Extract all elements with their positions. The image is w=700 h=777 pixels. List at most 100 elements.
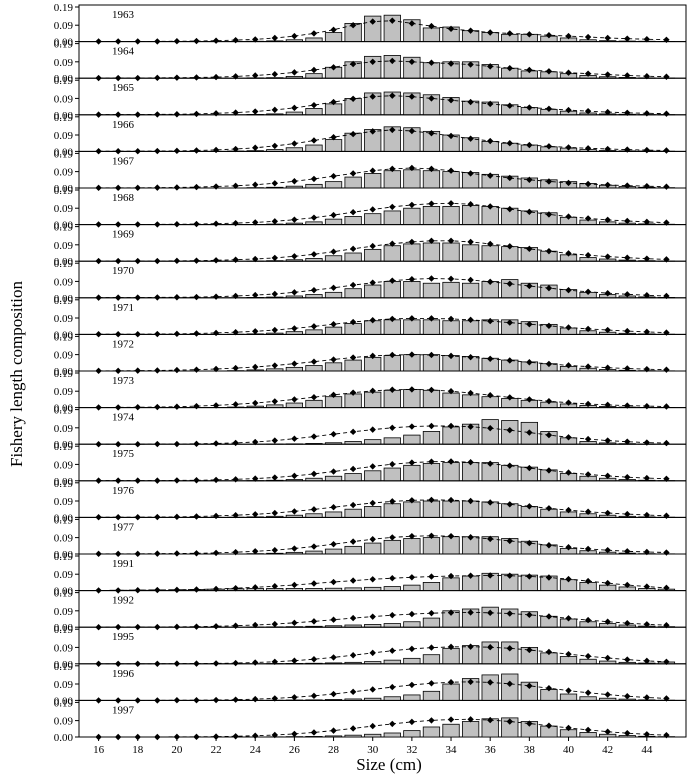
predicted-point [526, 429, 533, 436]
predicted-point [349, 538, 357, 545]
predicted-point [389, 240, 396, 247]
y-tick-label: 0.09 [54, 679, 74, 691]
bar [364, 248, 382, 262]
predicted-point [252, 255, 259, 263]
bar [383, 503, 401, 518]
predicted-point [369, 576, 376, 583]
predicted-point [232, 36, 239, 44]
predicted-point [467, 316, 474, 324]
predicted-point [408, 58, 416, 66]
predicted-point [349, 245, 357, 253]
bar [422, 582, 441, 592]
bar [442, 205, 460, 226]
predicted-point [271, 620, 279, 628]
y-tick-label: 0.00 [54, 183, 74, 195]
predicted-line [98, 718, 667, 738]
predicted-point [271, 254, 279, 262]
predicted-point [271, 218, 279, 225]
predicted-point [271, 437, 279, 444]
predicted-point [212, 257, 220, 264]
predicted-point [584, 689, 592, 696]
panel-frame [78, 114, 687, 152]
bar [364, 284, 382, 299]
predicted-point [291, 581, 298, 589]
y-tick-label: 0.19 [54, 624, 74, 636]
predicted-point [428, 496, 435, 504]
predicted-point [526, 104, 533, 111]
predicted-point [545, 574, 553, 581]
predicted-point [114, 733, 122, 741]
predicted-point [330, 504, 337, 511]
predicted-point [193, 74, 200, 81]
predicted-point [173, 403, 181, 410]
bar [383, 539, 401, 555]
y-tick-label: 0.19 [54, 661, 74, 673]
y-tick-label: 0.09 [54, 459, 74, 471]
predicted-point [369, 352, 376, 360]
y-tick-label: 0.09 [54, 57, 74, 69]
panel: 0.00 0.09 0.19 1972 [54, 331, 687, 378]
predicted-point [526, 31, 533, 38]
predicted-point [310, 101, 318, 109]
predicted-point [173, 550, 181, 557]
bar [344, 508, 362, 518]
predicted-point [486, 29, 494, 36]
y-tick-label: 0.09 [54, 240, 74, 252]
predicted-point [545, 398, 553, 405]
panel-year-label: 1974 [112, 412, 135, 424]
predicted-point [389, 611, 396, 619]
panel-year-label: 1967 [112, 155, 135, 167]
predicted-point [526, 66, 533, 74]
predicted-point [389, 277, 396, 284]
predicted-point [604, 326, 611, 334]
bar [324, 362, 343, 372]
bar [324, 548, 343, 555]
panel-year-label: 1996 [112, 668, 135, 680]
x-tick-label: 42 [602, 744, 613, 756]
predicted-point [565, 575, 572, 583]
bar [422, 726, 441, 738]
predicted-point [467, 201, 474, 208]
predicted-point [526, 245, 533, 253]
predicted-point [663, 439, 670, 447]
predicted-point [271, 106, 279, 114]
predicted-point [545, 247, 553, 255]
predicted-point [447, 643, 455, 651]
predicted-point [271, 509, 279, 517]
predicted-point [408, 574, 416, 581]
predicted-point [349, 354, 357, 361]
predicted-point [408, 93, 416, 100]
x-tick-label: 20 [171, 744, 183, 756]
predicted-point [310, 543, 318, 550]
predicted-point [330, 98, 337, 106]
predicted-point [330, 26, 337, 33]
panel-year-label: 1976 [112, 485, 135, 497]
bar [344, 252, 362, 262]
predicted-point [506, 572, 513, 579]
predicted-point [506, 462, 513, 469]
bar [305, 73, 323, 79]
predicted-point [604, 437, 611, 444]
predicted-point [526, 646, 533, 654]
predicted-point [486, 278, 494, 285]
y-tick-label: 0.09 [54, 130, 74, 142]
predicted-point [232, 476, 239, 483]
panel: 0.00 0.09 0.19 1997 [54, 697, 687, 744]
predicted-point [584, 180, 592, 188]
predicted-point [212, 440, 220, 447]
predicted-point [526, 208, 533, 216]
predicted-point [604, 181, 611, 189]
predicted-point [467, 459, 474, 466]
predicted-point [428, 573, 435, 580]
bar [324, 255, 343, 262]
predicted-line [98, 20, 667, 42]
predicted-point [252, 36, 259, 43]
predicted-point [310, 692, 318, 700]
predicted-point [408, 681, 416, 689]
predicted-point [604, 290, 611, 297]
bar [481, 674, 499, 701]
y-axis-title: Fishery length composition [7, 280, 26, 467]
bar [579, 732, 597, 738]
predicted-point [467, 389, 474, 397]
bar [324, 139, 343, 152]
